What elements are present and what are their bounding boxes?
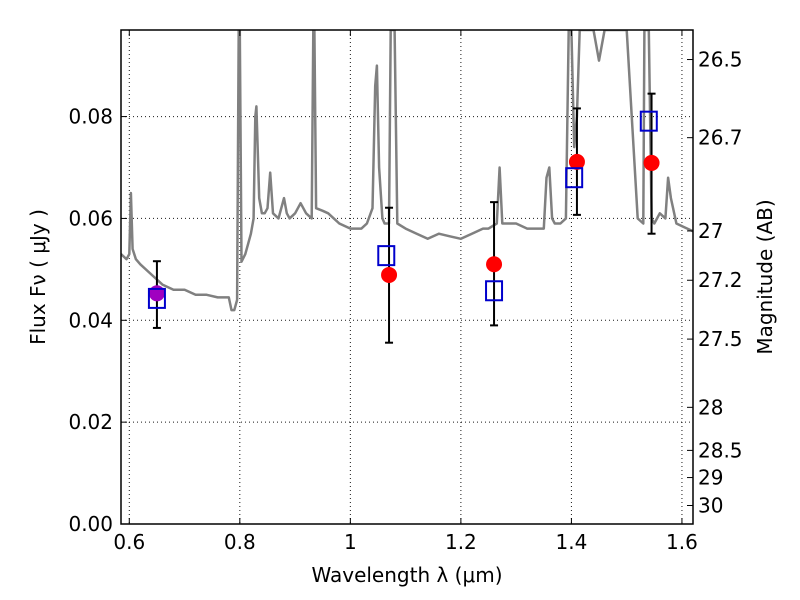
x-tick-label: 1.4 <box>556 530 588 554</box>
observed-flux-point <box>568 153 585 170</box>
x-tick-label: 1.6 <box>666 530 698 554</box>
y-axis: 0.00 0.02 0.04 0.06 0.08 <box>68 105 127 536</box>
grid <box>121 30 693 524</box>
plot-frame <box>120 29 694 525</box>
observed-flux-point <box>381 266 398 283</box>
model-flux-square <box>485 280 504 302</box>
observed-flux-point <box>486 256 503 273</box>
y-tick-label: 0.08 <box>68 105 113 129</box>
x-tick-label: 0.8 <box>224 530 256 554</box>
y-tick-label: 0.04 <box>68 308 113 332</box>
y-tick-label: 0.02 <box>68 410 113 434</box>
magnitude-tick-label: 28 <box>698 395 723 419</box>
magnitude-tick-label: 26.5 <box>698 48 743 72</box>
magnitude-tick-label: 27.5 <box>698 327 743 351</box>
observed-flux-point <box>643 154 660 171</box>
x-tick-label: 1.2 <box>445 530 477 554</box>
model-spectrum-layer <box>121 30 693 312</box>
observed-flux-point <box>148 285 165 302</box>
model-flux-square <box>639 110 658 132</box>
photometry-layer <box>147 92 660 344</box>
model-flux-square <box>147 287 166 309</box>
y-tick-label: 0.00 <box>68 512 113 536</box>
magnitude-axis-label: Magnitude (AB) <box>753 199 777 354</box>
model-flux-square <box>377 245 396 267</box>
magnitude-tick-label: 28.5 <box>698 438 743 462</box>
magnitude-tick-label: 27 <box>698 219 723 243</box>
model-flux-square <box>565 167 584 189</box>
y-tick-label: 0.06 <box>68 206 113 230</box>
x-tick-label: 0.6 <box>113 530 145 554</box>
model-spectrum-line <box>121 30 693 312</box>
y-axis-label: Flux Fν ( μJy ) <box>26 209 50 345</box>
magnitude-tick-label: 26.7 <box>698 126 743 150</box>
magnitude-tick-label: 27.2 <box>698 268 743 292</box>
magnitude-axis: 26.5 26.7 27 27.2 27.5 28 28.5 29 30 <box>687 48 743 518</box>
magnitude-tick-label: 30 <box>698 494 723 518</box>
x-axis: 0.6 0.8 1 1.2 1.4 1.6 <box>113 30 698 554</box>
magnitude-tick-label: 29 <box>698 466 723 490</box>
x-tick-label: 1 <box>344 530 357 554</box>
x-axis-label: Wavelength λ (μm) <box>311 563 502 587</box>
